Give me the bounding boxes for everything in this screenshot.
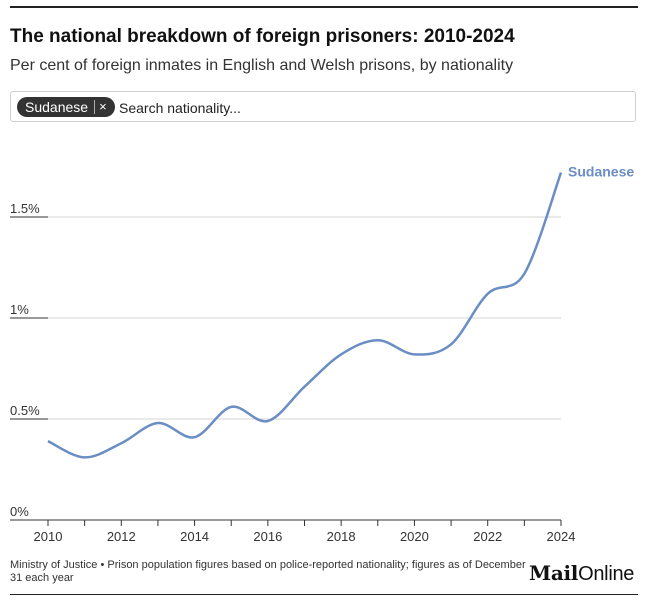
y-tick-label: 0.5% <box>10 403 40 418</box>
x-tick-label: 2020 <box>400 529 429 544</box>
x-tick-label: 2012 <box>107 529 136 544</box>
y-tick-label: 1% <box>10 302 29 317</box>
line-chart: 0% 0.5% 1% 1.5% 2010 2012 2014 2016 2018 2020 2022… <box>10 164 634 544</box>
logo-online: Online <box>578 563 635 585</box>
mailonline-logo: MailOnline <box>529 561 634 586</box>
search-input[interactable] <box>117 92 621 123</box>
x-tick-label: 2024 <box>547 529 576 544</box>
logo-mail: Mail <box>529 561 579 585</box>
x-tick-label: 2016 <box>253 529 282 544</box>
y-tick-label: 0% <box>10 504 29 519</box>
chip-divider <box>94 100 96 114</box>
source-note: Ministry of Justice • Prison population … <box>10 559 526 584</box>
remove-chip-icon[interactable]: × <box>99 99 107 114</box>
chart-title: The national breakdown of foreign prison… <box>10 26 515 47</box>
series-label: Sudanese <box>568 164 634 180</box>
nationality-search-box[interactable]: Sudanese × <box>10 91 636 123</box>
bottom-rule <box>10 594 638 595</box>
x-tick-label: 2010 <box>34 529 63 544</box>
x-tick-label: 2014 <box>180 529 209 544</box>
top-rule <box>10 6 638 8</box>
selected-nationality-chip[interactable]: Sudanese × <box>17 97 115 117</box>
chart-subtitle: Per cent of foreign inmates in English a… <box>10 57 514 74</box>
x-tick-label: 2022 <box>473 529 502 544</box>
y-tick-label: 1.5% <box>10 201 40 216</box>
series-line-sudanese <box>47 172 563 459</box>
chip-label: Sudanese <box>25 99 89 115</box>
x-tick-label: 2018 <box>327 529 356 544</box>
